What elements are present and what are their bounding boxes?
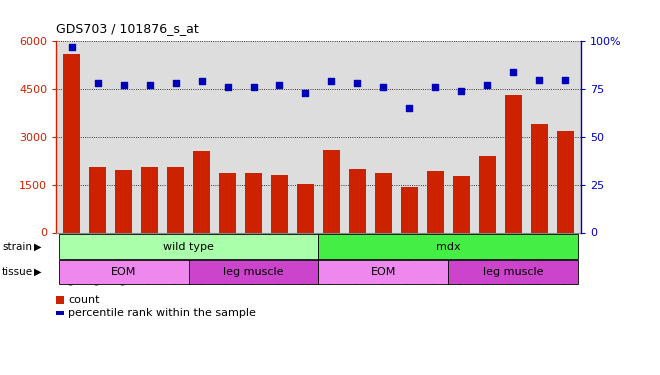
Bar (401, 187, 418, 232)
Point (67, 44, 77, 50)
Text: mdx: mdx (436, 242, 461, 252)
Bar (318, 260, 448, 284)
Bar (89, 167, 106, 232)
Text: wild type: wild type (163, 242, 214, 252)
Text: EOM: EOM (111, 267, 137, 277)
Point (300, 90, 311, 96)
Bar (271, 175, 288, 232)
Bar (141, 167, 158, 232)
Bar (115, 170, 132, 232)
Bar (63, 54, 80, 232)
Bar (219, 172, 236, 232)
Text: EOM: EOM (371, 267, 396, 277)
Point (534, 76, 544, 82)
Bar (323, 150, 340, 232)
Text: count: count (68, 296, 100, 305)
Point (326, 78, 337, 84)
Bar (349, 169, 366, 232)
Point (352, 80, 363, 86)
Point (170, 80, 181, 86)
Bar (453, 176, 470, 232)
Bar (375, 173, 392, 232)
Point (92, 80, 103, 86)
Point (222, 84, 233, 90)
Point (456, 88, 467, 94)
Bar (59, 260, 189, 284)
Point (196, 78, 207, 84)
Bar (318, 234, 578, 259)
Text: strain: strain (2, 242, 32, 252)
Point (274, 82, 284, 88)
Point (118, 82, 129, 88)
Text: tissue: tissue (2, 267, 33, 277)
Text: ▶: ▶ (34, 267, 42, 277)
Bar (557, 130, 574, 232)
Point (508, 69, 519, 75)
Bar (189, 260, 318, 284)
Point (482, 82, 492, 88)
Point (248, 84, 259, 90)
Bar (531, 124, 548, 232)
Point (404, 105, 414, 111)
Bar (448, 260, 578, 284)
Point (560, 76, 570, 82)
Bar (479, 156, 496, 232)
Bar (193, 151, 210, 232)
Bar (505, 96, 521, 232)
Point (430, 84, 441, 90)
Text: ▶: ▶ (34, 242, 42, 252)
Text: leg muscle: leg muscle (483, 267, 544, 277)
Bar (167, 168, 184, 232)
Bar (245, 173, 262, 232)
Text: percentile rank within the sample: percentile rank within the sample (68, 308, 256, 318)
Bar (427, 171, 444, 232)
Point (145, 82, 155, 88)
Bar (297, 184, 314, 232)
Text: leg muscle: leg muscle (223, 267, 284, 277)
Point (378, 84, 389, 90)
Bar (59, 234, 318, 259)
Text: GDS703 / 101876_s_at: GDS703 / 101876_s_at (56, 22, 199, 35)
